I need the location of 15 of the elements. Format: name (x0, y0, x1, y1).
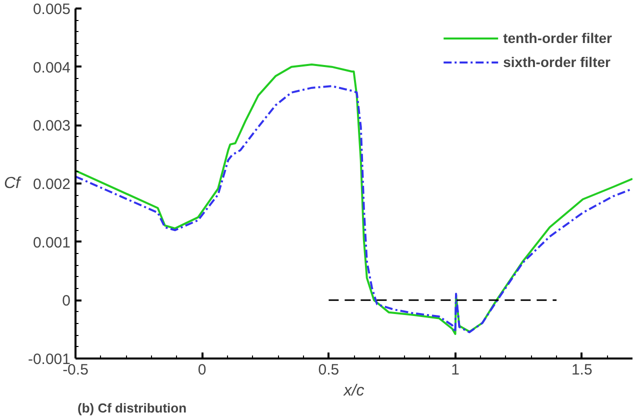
y-tick-label: 0.003 (32, 118, 71, 135)
text: (b) Cf distribution (78, 400, 187, 416)
y-tick-label: 0.004 (32, 59, 71, 76)
x-tick-label: 1 (451, 362, 460, 378)
legend-label: sixth-order filter (503, 54, 610, 70)
y-tick-label: 0.002 (32, 176, 71, 193)
legend-label: tenth-order filter (503, 30, 612, 46)
y-tick-label: 0 (62, 292, 70, 310)
y-tick-label: 0.005 (32, 1, 71, 18)
y-tick-label: 0.001 (32, 234, 71, 252)
x-tick-label: 0 (198, 362, 206, 378)
x-axis-title: x/c (342, 382, 364, 400)
y-axis-title: Cf (4, 175, 22, 192)
x-tick-label: 1.5 (571, 362, 592, 378)
x-tick-label: 0.5 (318, 362, 340, 378)
